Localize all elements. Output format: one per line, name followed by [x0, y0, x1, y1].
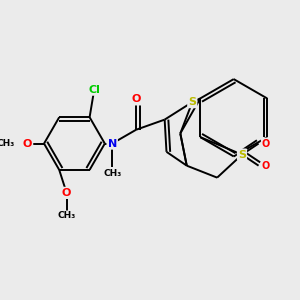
Text: Cl: Cl [88, 85, 100, 94]
Text: O: O [262, 139, 270, 148]
Text: CH₃: CH₃ [0, 139, 14, 148]
Text: O: O [62, 188, 71, 198]
Text: CH₃: CH₃ [58, 212, 76, 220]
Text: O: O [23, 139, 32, 148]
Text: S: S [188, 97, 196, 107]
Text: O: O [262, 161, 270, 171]
Text: O: O [131, 94, 141, 104]
Text: S: S [238, 150, 246, 160]
Text: N: N [107, 139, 117, 148]
Text: CH₃: CH₃ [103, 169, 121, 178]
